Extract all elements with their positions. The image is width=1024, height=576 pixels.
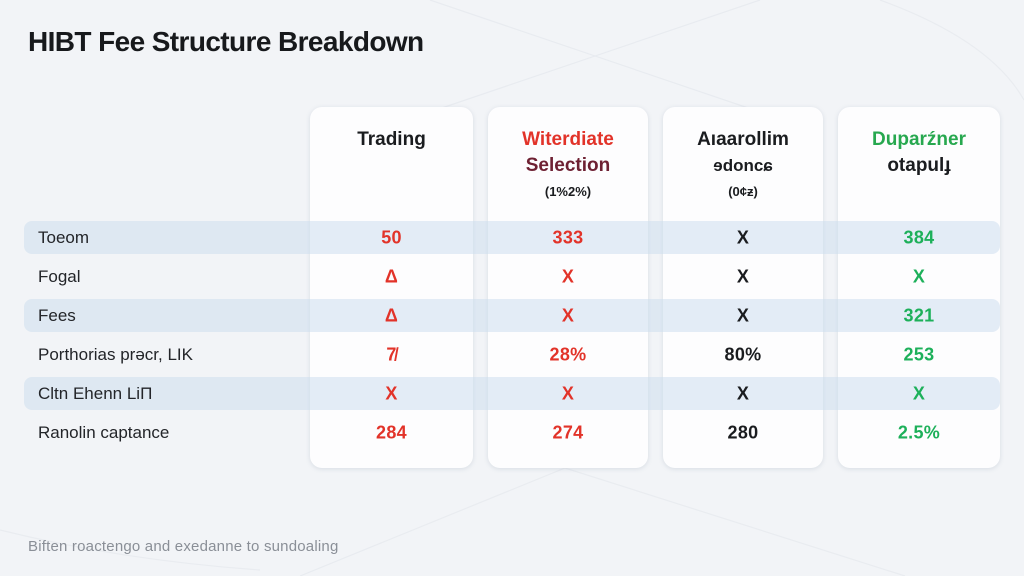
row-label: Fogal [38,266,81,286]
table-cell: 28% [549,344,587,364]
table-row: Cltn Ehenn LiΠ X X X X [24,374,1000,413]
table-cell: 284 [376,422,407,442]
column-header-line: Duparźner [872,129,966,150]
table-row: Fogal Δ X X X [24,257,1000,296]
table-cell: 80% [724,344,762,364]
column-header-line: (0¢ƶ) [728,184,758,199]
table-cell: 253 [903,344,935,364]
table-row: Toeom 50 333 X 384 [24,218,1000,257]
row-stripe [24,221,1000,254]
table-cell: X [912,383,926,403]
column-header-line: (1%2%) [544,184,592,199]
page-title: HIBT Fee Structure Breakdown [28,26,424,57]
row-label: Fees [38,305,76,325]
row-label: Toeom [38,227,90,247]
table-cell: 333 [552,227,584,247]
column-header-line: Aıaarollim [697,129,789,150]
column-header-duparzner: Duparźner otapulɟ [838,107,1000,179]
table-cell: X [561,305,575,325]
column-header-line: otapulɟ [887,155,951,176]
column-header-line: ɘdoncɕ [713,156,773,175]
column-header-trading: Trading [310,107,473,153]
column-header-witerdiate-selection: Witerdiate Selection (1%2%) [488,107,648,200]
row-stripe [24,377,1000,410]
table-cell: Δ [384,266,399,286]
table-row: Porthorias prəcr, LIK 7̸ 28% 80% 253 [24,335,1000,374]
table-cell: X [561,266,575,286]
table-cell: 384 [903,227,935,247]
table-cell: 274 [552,422,584,442]
column-header-line: Trading [357,129,426,150]
column-header-aaarollim: Aıaarollim ɘdoncɕ (0¢ƶ) [663,107,823,200]
row-label: Ranolin captance [38,422,170,442]
table-cell: 7̸ [386,344,397,364]
table-cell: X [736,227,750,247]
table-cell: 50 [381,227,402,247]
table-cell: 2.5% [897,422,941,442]
row-label: Cltn Ehenn LiΠ [38,383,153,403]
table-cell: X [561,383,575,403]
table-cell: X [385,383,398,403]
row-stripe [24,299,1000,332]
table-cell: X [736,383,750,403]
column-header-line: Witerdiate [522,129,614,150]
row-label: Porthorias prəcr, LIK [38,344,193,364]
table-row: Fees Δ X X 321 [24,296,1000,335]
table-cell: 321 [903,305,935,325]
table-cell: Δ [384,305,399,325]
table-cell: 280 [727,422,759,442]
footer-note: Biften roactengo and exedanne to sundoal… [28,538,339,555]
table-cell: X [736,305,750,325]
table-row: Ranolin captance 284 274 280 2.5% [24,413,1000,452]
table-cell: X [736,266,750,286]
column-header-line: Selection [525,155,611,176]
table-cell: X [912,266,926,286]
fee-table-rows: Toeom 50 333 X 384 Fogal Δ X X X Fees Δ X X 321 Porthor… [24,218,1000,452]
